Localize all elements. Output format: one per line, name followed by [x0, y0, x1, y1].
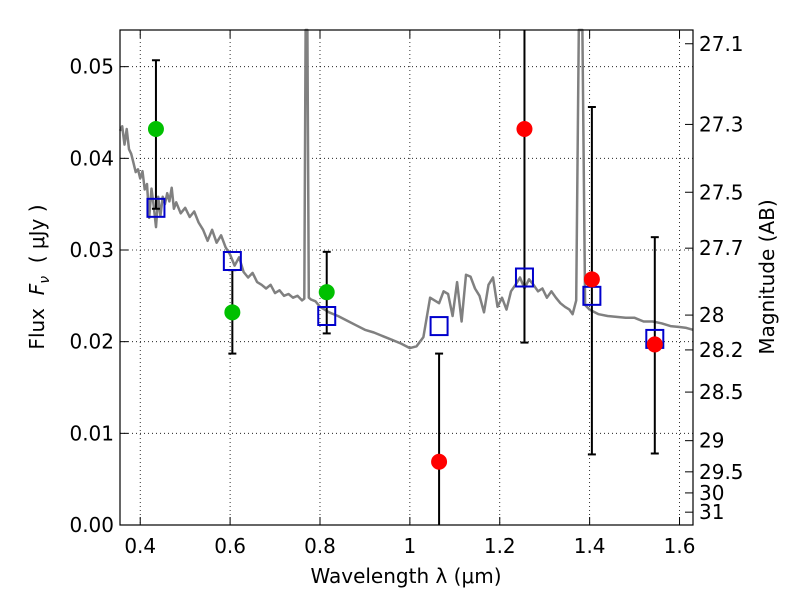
x-tick-label-3: 1	[404, 534, 417, 558]
y2-tick-label-3: 27.7	[699, 236, 744, 260]
model-flux-box-1	[222, 251, 242, 271]
y2-tick-label-1: 27.3	[699, 112, 744, 136]
x-tick-label-1: 0.6	[214, 534, 246, 558]
y2-tick-label-8: 29.5	[699, 460, 744, 484]
x-axis-ticks: 0.4 0.6 0.8 1 1.2 1.4 1.6	[124, 30, 695, 558]
model-flux-box-4	[514, 267, 534, 288]
y-axis-title-prefix: Flux	[25, 295, 49, 349]
plot-frame	[119, 29, 694, 526]
y2-tick-label-6: 28.5	[699, 380, 744, 404]
y2-tick-label-4: 28	[699, 303, 724, 327]
y2-tick-label-0: 27.1	[699, 32, 744, 56]
y-axis-title-subscript: ν	[37, 276, 53, 284]
y-axis-title: Flux Fν ( μJy )	[25, 204, 53, 349]
error-bar-4	[520, 30, 529, 344]
observed-flux-points	[147, 121, 663, 470]
error-bar-3	[435, 352, 444, 525]
x-axis-title: Wavelength λ (μm)	[310, 564, 501, 588]
observed-point-2	[318, 284, 335, 301]
y-tick-label-3: 0.03	[69, 238, 114, 262]
y-tick-label-1: 0.01	[69, 421, 114, 445]
model-flux-box-0	[146, 197, 166, 218]
observed-point-6	[646, 336, 663, 353]
y-axis-title-unit: ( μJy )	[25, 204, 49, 276]
observed-point-4	[516, 121, 533, 137]
y2-tick-label-5: 28.2	[699, 338, 744, 362]
y2-axis-title: Magnitude (AB)	[755, 199, 779, 354]
y-tick-label-0: 0.00	[69, 513, 114, 537]
x-tick-label-5: 1.4	[574, 534, 606, 558]
observed-point-3	[431, 453, 448, 470]
y-axis-title-symbol: F	[25, 283, 49, 295]
x-tick-label-4: 1.2	[484, 534, 516, 558]
observed-point-5	[583, 271, 600, 288]
x-tick-label-6: 1.6	[664, 534, 696, 558]
y2-tick-label-2: 27.5	[699, 180, 744, 204]
x-tick-label-0: 0.4	[124, 534, 156, 558]
x-tick-label-2: 0.8	[304, 534, 336, 558]
observed-point-0	[147, 121, 164, 137]
y2-tick-label-10: 31	[699, 500, 724, 524]
grid-lines	[120, 30, 693, 525]
model-flux-box-2	[317, 306, 337, 326]
observed-point-1	[224, 304, 241, 321]
template-spectrum	[118, 28, 694, 350]
y-tick-label-5: 0.05	[69, 55, 114, 79]
y-tick-label-2: 0.02	[69, 330, 114, 354]
error-bars	[151, 30, 659, 525]
model-flux-box-3	[429, 316, 449, 337]
y-axis-ticks: 0.00 0.01 0.02 0.03 0.04 0.05	[69, 55, 128, 537]
template-spectrum-line	[118, 28, 694, 350]
y2-tick-label-9: 30	[699, 481, 724, 505]
y2-tick-label-7: 29	[699, 429, 724, 453]
y-tick-label-4: 0.04	[69, 146, 114, 170]
